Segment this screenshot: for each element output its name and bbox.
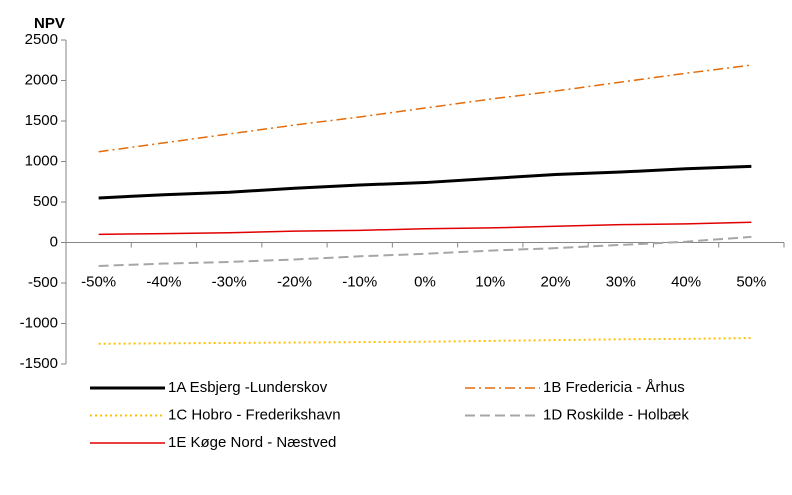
legend-label: 1B Fredericia - Århus: [543, 379, 685, 396]
y-tick-label: 2500: [25, 31, 58, 48]
legend-label: 1E Køge Nord - Næstved: [168, 434, 336, 451]
y-tick-label: 1000: [25, 152, 58, 169]
y-tick-label: -500: [28, 274, 58, 291]
x-tick-label: -10%: [342, 273, 377, 290]
legend-label: 1A Esbjerg -Lunderskov: [168, 379, 328, 396]
y-tick-label: 500: [33, 193, 58, 210]
x-tick-label: -30%: [212, 273, 247, 290]
series-line: [98, 164, 752, 200]
x-tick-label: -20%: [277, 273, 312, 290]
x-tick-label: 0%: [414, 273, 436, 290]
y-tick-label: 0: [50, 233, 58, 250]
series-line: [98, 235, 752, 267]
x-tick-label: 40%: [671, 273, 701, 290]
series-line: [98, 221, 752, 236]
y-axis-title: NPV: [34, 15, 65, 32]
y-tick-label: 1500: [25, 112, 58, 129]
legend-label: 1D Roskilde - Holbæk: [543, 406, 689, 423]
x-tick-label: 20%: [541, 273, 571, 290]
legend-label: 1C Hobro - Frederikshavn: [168, 406, 341, 423]
y-tick-label: -1500: [20, 355, 58, 372]
series-line: [98, 337, 752, 345]
x-tick-label: -40%: [146, 273, 181, 290]
series-line: [98, 64, 752, 153]
y-tick-label: 2000: [25, 71, 58, 88]
y-tick-label: -1000: [20, 314, 58, 331]
x-tick-label: -50%: [81, 273, 116, 290]
x-tick-label: 30%: [606, 273, 636, 290]
x-tick-label: 10%: [475, 273, 505, 290]
x-tick-label: 50%: [736, 273, 766, 290]
